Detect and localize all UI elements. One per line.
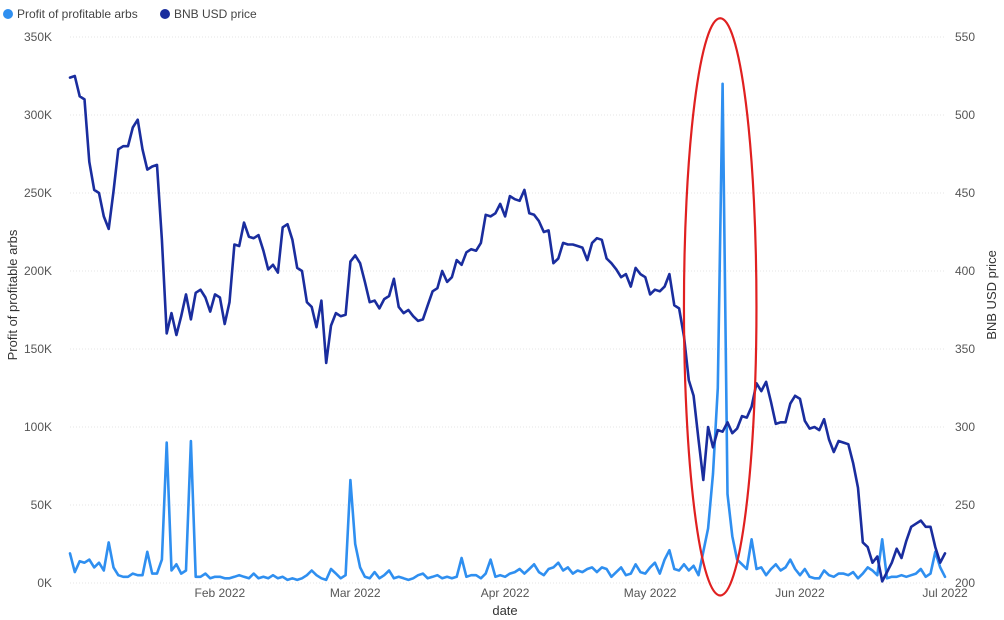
legend-label-bnb: BNB USD price [174, 7, 257, 21]
y2-tick-label: 250 [955, 498, 975, 512]
legend: Profit of profitable arbs BNB USD price [3, 7, 257, 21]
gridlines [70, 36, 945, 584]
highlight-ellipse [682, 17, 758, 597]
y-tick-label: 250K [24, 186, 52, 200]
x-tick-label: Jun 2022 [775, 586, 825, 600]
plot-lines [68, 74, 947, 583]
y-tick-label: 150K [24, 342, 52, 356]
y2-tick-label: 300 [955, 420, 975, 434]
y-axis-left-ticks: 0K 50K 100K 150K 200K 250K 300K 350K [24, 30, 52, 590]
y2-tick-label: 450 [955, 186, 975, 200]
y-axis-left-title: Profit of profitable arbs [5, 229, 20, 360]
series-line-profit [68, 82, 947, 582]
y-tick-label: 200K [24, 264, 52, 278]
y-tick-label: 300K [24, 108, 52, 122]
y-tick-label: 100K [24, 420, 52, 434]
legend-marker-profit [3, 9, 13, 19]
series-line-bnb [68, 74, 947, 583]
x-tick-label: Apr 2022 [481, 586, 530, 600]
y-axis-right-ticks: 200 250 300 350 400 450 500 550 [955, 30, 975, 590]
y2-tick-label: 550 [955, 30, 975, 44]
y2-tick-label: 200 [955, 576, 975, 590]
y-tick-label: 350K [24, 30, 52, 44]
legend-label-profit: Profit of profitable arbs [17, 7, 138, 21]
x-tick-label: Feb 2022 [195, 586, 246, 600]
y-tick-label: 0K [37, 576, 52, 590]
x-tick-label: Mar 2022 [330, 586, 381, 600]
legend-marker-bnb [160, 9, 170, 19]
x-tick-label: May 2022 [624, 586, 677, 600]
annotations [682, 17, 758, 597]
y2-tick-label: 500 [955, 108, 975, 122]
y2-tick-label: 350 [955, 342, 975, 356]
y-tick-label: 50K [31, 498, 52, 512]
x-axis-title: date [492, 603, 517, 618]
x-axis-ticks: Feb 2022 Mar 2022 Apr 2022 May 2022 Jun 2022… [195, 586, 969, 600]
x-tick-label: Jul 2022 [922, 586, 968, 600]
y2-tick-label: 400 [955, 264, 975, 278]
y-axis-right-title: BNB USD price [984, 250, 999, 340]
